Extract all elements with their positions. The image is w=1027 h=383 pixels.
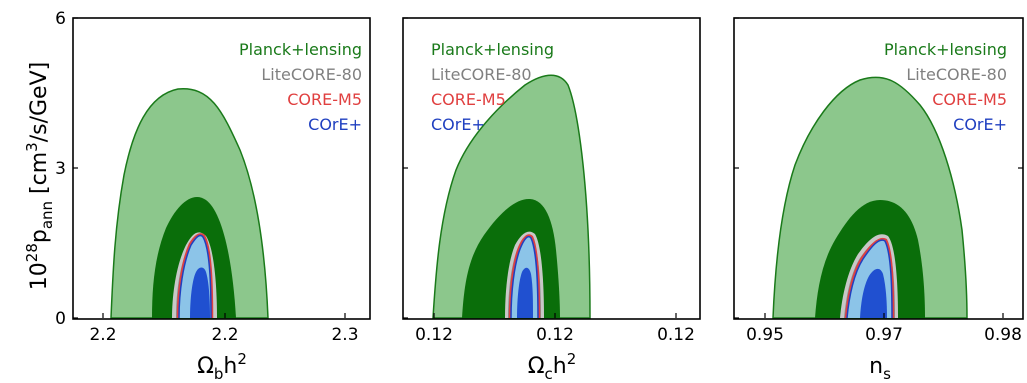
legend-litecore-80-p3: LiteCORE-80 [906, 65, 1007, 84]
panel-omega-c: 0.12 0.12 0.12 Ωch2 Planck+lensing LiteC… [402, 17, 701, 383]
coreplus-68-contour-omega-b [190, 267, 210, 318]
y-tick-label-3: 3 [55, 159, 66, 179]
x-tick-label-2-p3: 0.97 [865, 325, 903, 345]
y-tick-label-0: 0 [55, 309, 66, 329]
legend-core-m5-p3: CORE-M5 [932, 90, 1007, 109]
coreplus-95-edge-ns [846, 239, 893, 319]
legend-core-m5: CORE-M5 [287, 90, 362, 109]
coreplus-68-contour-ns [860, 268, 887, 318]
legend-planck-lensing: Planck+lensing [239, 40, 362, 59]
x-tick-label-1-p3: 0.95 [746, 325, 784, 345]
x-axis-label-omega-b: Ωbh2 [197, 350, 247, 383]
x-axis-label-omega-c: Ωch2 [528, 350, 577, 383]
x-tick-label-3-p3: 0.98 [984, 325, 1022, 345]
legend-planck-lensing-p3: Planck+lensing [884, 40, 1007, 59]
x-tick-label-1: 2.2 [89, 325, 116, 345]
legend-core-plus: COrE+ [308, 115, 362, 134]
x-tick-label-3-p2: 0.12 [657, 325, 695, 345]
legend-core-plus-p3: COrE+ [953, 115, 1007, 134]
legend-litecore-80-p2: LiteCORE-80 [431, 65, 532, 84]
y-tick-label-6: 6 [55, 9, 66, 29]
coreplus-95-edge-omega-b [178, 234, 212, 319]
x-tick-label-2-p2: 0.12 [536, 325, 574, 345]
panel-ns: 0.95 0.97 0.98 ns Planck+lensing LiteCOR… [733, 17, 1024, 383]
legend-core-plus-p2: COrE+ [431, 115, 485, 134]
legend-core-m5-p2: CORE-M5 [431, 90, 506, 109]
legend-litecore-80: LiteCORE-80 [261, 65, 362, 84]
coreplus-68-contour-omega-c [517, 267, 533, 318]
x-tick-label-2: 2.2 [211, 325, 238, 345]
panel-omega-b: 0 3 6 2.2 2.2 2.3 Ωbh2 Planck+lensing Li… [55, 9, 371, 383]
x-tick-label-1-p2: 0.12 [415, 325, 453, 345]
coreplus-95-edge-omega-c [510, 235, 539, 319]
legend-planck-lensing-p2: Planck+lensing [431, 40, 554, 59]
x-tick-label-3: 2.3 [331, 325, 358, 345]
y-axis-label: 1028pann [cm3/s/GeV] [23, 62, 56, 290]
x-axis-label-ns: ns [869, 354, 891, 383]
